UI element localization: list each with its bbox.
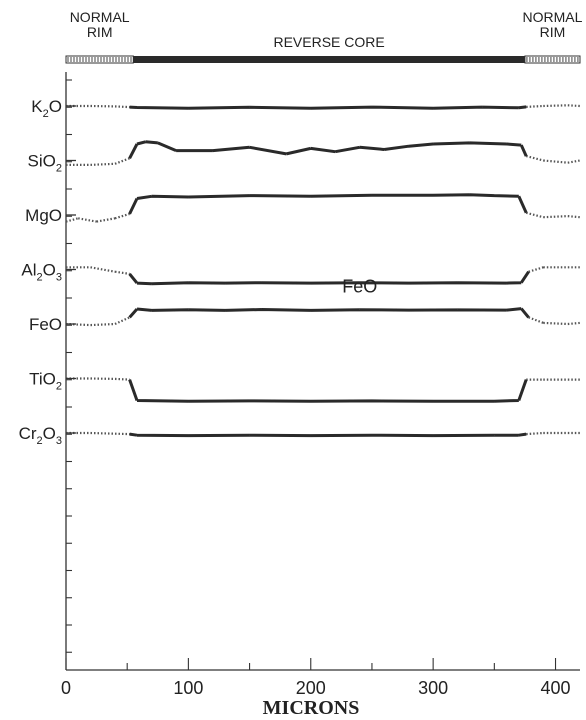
row-label: K2O xyxy=(31,97,62,120)
series-rim-line xyxy=(65,316,581,327)
annotation-feo: FeO xyxy=(342,276,377,296)
series-rim-line xyxy=(66,377,580,381)
series-core-line xyxy=(128,193,528,215)
x-tick-label: 300 xyxy=(418,678,448,698)
row-label: FeO xyxy=(29,315,62,334)
series-rim-line xyxy=(66,104,581,109)
x-tick-label: 200 xyxy=(296,678,326,698)
series-core-line xyxy=(128,140,528,159)
zone-label: NORMAL xyxy=(70,9,130,25)
zone-bar-core xyxy=(133,56,525,63)
zone-bar-rim xyxy=(524,55,581,64)
series-core-line xyxy=(129,432,527,438)
series-core-line xyxy=(128,379,528,403)
annotations: FeO xyxy=(342,276,377,296)
zone-label: REVERSE CORE xyxy=(273,34,384,50)
zone-label: RIM xyxy=(540,24,566,40)
x-tick-label: 0 xyxy=(61,678,71,698)
row-label: MgO xyxy=(25,206,62,225)
axes: 0 100 200 300 400 xyxy=(61,72,580,698)
y-labels: K2O SiO2 MgO Al2O3 FeO TiO2 Cr2O3 xyxy=(19,97,76,447)
zone-bar-rim xyxy=(65,55,134,64)
series-rim-line xyxy=(66,431,580,436)
series-core-line xyxy=(128,270,530,286)
zone-label: RIM xyxy=(87,24,113,40)
row-label: Al2O3 xyxy=(21,261,62,284)
row-label: SiO2 xyxy=(28,152,62,175)
x-axis-label: MICRONS xyxy=(263,697,360,719)
x-tick-label: 100 xyxy=(173,678,203,698)
row-label: Cr2O3 xyxy=(19,424,62,447)
zone-label: NORMAL xyxy=(523,9,583,25)
series-rim-line xyxy=(65,211,581,223)
series-rim-line xyxy=(66,266,580,275)
series-group xyxy=(65,104,581,438)
series-rim-line xyxy=(66,155,581,166)
series-core-line xyxy=(129,105,527,110)
series-core-line xyxy=(128,307,530,319)
x-tick-label: 400 xyxy=(541,678,571,698)
row-label: TiO2 xyxy=(29,370,62,393)
